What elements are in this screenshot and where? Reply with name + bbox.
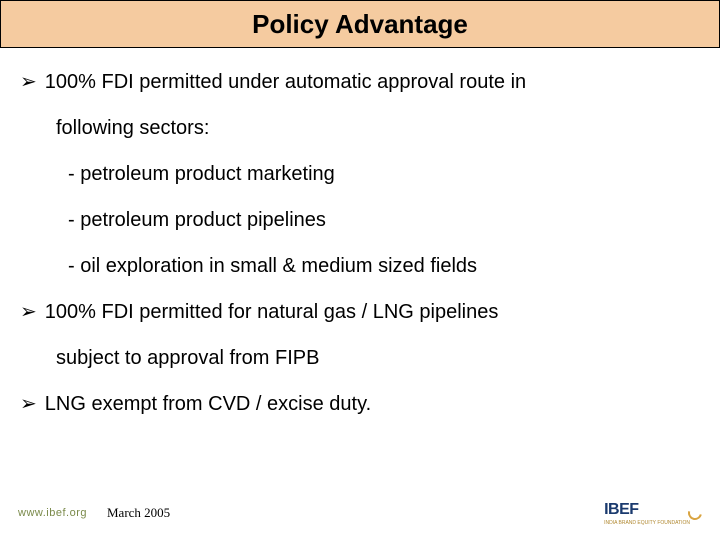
bullet-2-cont: subject to approval from FIPB bbox=[56, 344, 700, 372]
slide-title: Policy Advantage bbox=[252, 9, 468, 40]
bullet-1-cont: following sectors: bbox=[56, 114, 700, 142]
arrow-icon: ➢ bbox=[20, 68, 37, 96]
footer: www.ibef.org March 2005 IBEF INDIA BRAND… bbox=[0, 496, 720, 530]
logo-subtext: INDIA BRAND EQUITY FOUNDATION bbox=[604, 521, 690, 526]
bullet-1-sub-3: - oil exploration in small & medium size… bbox=[68, 252, 700, 280]
arrow-icon: ➢ bbox=[20, 390, 37, 418]
title-bar: Policy Advantage bbox=[0, 0, 720, 48]
bullet-1-text: 100% FDI permitted under automatic appro… bbox=[45, 68, 526, 96]
ibef-logo: IBEF INDIA BRAND EQUITY FOUNDATION bbox=[604, 501, 702, 526]
footer-date: March 2005 bbox=[107, 505, 170, 521]
bullet-1-sub-1: - petroleum product marketing bbox=[68, 160, 700, 188]
footer-url: www.ibef.org bbox=[18, 507, 87, 519]
footer-left: www.ibef.org March 2005 bbox=[18, 505, 170, 521]
arrow-icon: ➢ bbox=[20, 298, 37, 326]
content-area: ➢ 100% FDI permitted under automatic app… bbox=[0, 48, 720, 418]
bullet-1-sub-2: - petroleum product pipelines bbox=[68, 206, 700, 234]
logo-text: IBEF bbox=[604, 501, 638, 519]
bullet-1: ➢ 100% FDI permitted under automatic app… bbox=[20, 68, 700, 96]
bullet-3: ➢ LNG exempt from CVD / excise duty. bbox=[20, 390, 700, 418]
bullet-3-text: LNG exempt from CVD / excise duty. bbox=[45, 390, 371, 418]
bullet-2: ➢ 100% FDI permitted for natural gas / L… bbox=[20, 298, 700, 326]
bullet-2-text: 100% FDI permitted for natural gas / LNG… bbox=[45, 298, 499, 326]
